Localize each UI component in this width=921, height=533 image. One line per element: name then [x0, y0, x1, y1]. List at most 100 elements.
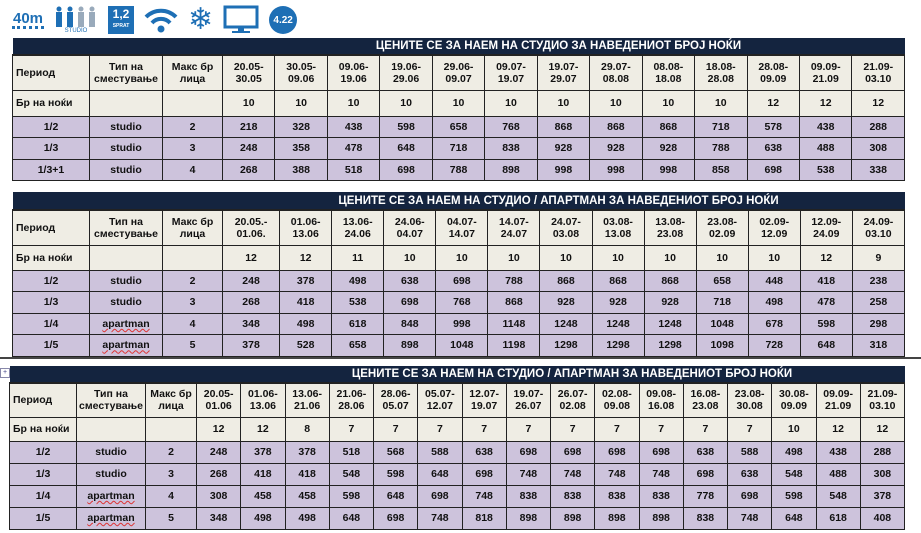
table-row: 1/4 apartman 4 348 498 618 848 998 1148 1248 1248 1… [12, 312, 906, 335]
price-cell: 898 [638, 506, 684, 530]
price-cell: 1248 [591, 312, 645, 335]
nights-value: 7 [549, 416, 596, 442]
header-period-range: 28.08- 09.09 [746, 54, 800, 91]
unit-type: apartman [76, 506, 146, 530]
price-cell: 648 [417, 462, 463, 486]
price-cell: 498 [747, 291, 801, 314]
table-title: ЦЕНИТЕ СЕ ЗА НАЕМ НА СТУДИО ЗА НАВЕДЕНИО… [12, 38, 905, 56]
table-row: 1/2 studio 2 218 328 438 598 658 768 868 868 868 718… [12, 115, 905, 138]
price-cell: 848 [383, 312, 437, 335]
price-cell: 1048 [435, 334, 489, 357]
header-row: Период Тип на сместување Макс бр лица 20.05… [9, 382, 906, 418]
price-cell: 348 [221, 312, 281, 335]
price-cell: 1098 [695, 334, 749, 357]
price-cell: 698 [746, 158, 800, 181]
header-period-range: 18.08- 28.08 [694, 54, 748, 91]
price-cell: 928 [539, 291, 593, 314]
nights-value: 10 [379, 89, 433, 117]
max-persons: 3 [162, 291, 223, 314]
price-cell: 238 [851, 269, 906, 292]
price-cell: 728 [747, 334, 801, 357]
price-cell: 598 [379, 115, 433, 138]
table-title: ЦЕНИТЕ СЕ ЗА НАЕМ НА СТУДИО / АПАРТМАН З… [9, 366, 905, 384]
price-cell: 698 [682, 462, 729, 486]
price-cell: 498 [331, 269, 385, 292]
max-persons: 2 [162, 115, 223, 138]
unit-code: 1/2 [12, 269, 90, 292]
nights-value: 10 [274, 89, 328, 117]
price-cell: 898 [383, 334, 437, 357]
price-cell: 418 [799, 269, 853, 292]
header-period-range: 29.07- 08.08 [589, 54, 643, 91]
price-cell: 638 [726, 462, 773, 486]
max-persons: 2 [145, 440, 197, 464]
nights-value: 12 [746, 89, 800, 117]
price-cell: 528 [279, 334, 333, 357]
price-cell: 868 [539, 269, 593, 292]
header-type: Тип на сместување [89, 209, 163, 246]
unit-type-label: studio [110, 296, 142, 309]
unit-type-label: apartman [102, 339, 150, 352]
unit-type-label: studio [110, 142, 142, 155]
header-period-range: 24.06- 04.07 [383, 209, 437, 246]
price-cell: 998 [589, 158, 643, 181]
price-cell: 598 [771, 484, 817, 508]
price-cell: 898 [594, 506, 640, 530]
unit-code: 1/2 [9, 440, 77, 464]
price-cell: 218 [221, 115, 276, 138]
unit-type-label: apartman [87, 512, 135, 524]
price-cell: 748 [726, 506, 773, 530]
price-cell: 768 [484, 115, 538, 138]
unit-code: 1/3 [12, 137, 90, 160]
header-period-range: 13.08- 23.08 [643, 209, 697, 246]
table-title: ЦЕНИТЕ СЕ ЗА НАЕМ НА СТУДИО / АПАРТМАН З… [12, 192, 905, 211]
price-cell: 868 [643, 269, 697, 292]
price-cell: 868 [589, 115, 643, 138]
max-persons: 3 [162, 137, 223, 160]
unit-code: 1/3 [12, 291, 90, 314]
nights-value: 12 [859, 416, 906, 442]
unit-type-label: apartman [87, 490, 135, 502]
price-cell: 578 [746, 115, 800, 138]
unit-type: studio [76, 462, 146, 486]
price-cell: 928 [591, 291, 645, 314]
empty-cell [162, 89, 223, 117]
nights-value: 10 [383, 244, 437, 271]
nights-value: 10 [539, 244, 593, 271]
table-row: 1/3+1 studio 4 268 388 518 698 788 898 998 998 998 8… [12, 158, 905, 181]
price-cell: 378 [221, 334, 281, 357]
nights-value: 12 [815, 416, 861, 442]
max-persons: 3 [145, 462, 197, 486]
price-cell: 358 [274, 137, 328, 160]
price-cell: 388 [274, 158, 328, 181]
nights-value: 7 [461, 416, 507, 442]
tv-icon [223, 5, 259, 35]
unit-type: apartman [89, 312, 163, 335]
price-cell: 478 [799, 291, 853, 314]
price-cell: 748 [594, 462, 640, 486]
nights-value: 11 [331, 244, 385, 271]
price-cell: 548 [815, 484, 861, 508]
unit-type: studio [89, 115, 163, 138]
header-period-range: 24.09- 03.10 [851, 209, 906, 246]
unit-type: studio [89, 158, 163, 181]
header-period-range: 12.07- 19.07 [461, 382, 507, 418]
header-period-range: 09.07- 19.07 [484, 54, 538, 91]
price-cell: 698 [505, 440, 552, 464]
unit-type: apartman [76, 484, 146, 508]
nights-value: 7 [726, 416, 773, 442]
price-cell: 338 [851, 158, 905, 181]
price-cell: 248 [221, 269, 281, 292]
nights-value: 12 [240, 416, 286, 442]
wifi-icon [144, 6, 178, 34]
header-period: Период [12, 54, 90, 91]
header-max-persons: Макс бр лица [145, 382, 197, 418]
price-cell: 318 [851, 334, 906, 357]
price-cell: 1248 [643, 312, 697, 335]
floor-icon: 1,2 SPRAT [108, 6, 134, 34]
nights-value: 7 [328, 416, 375, 442]
price-cell: 248 [195, 440, 242, 464]
price-cell: 538 [331, 291, 385, 314]
unit-type-label: apartman [102, 317, 150, 330]
price-cell: 268 [195, 462, 242, 486]
